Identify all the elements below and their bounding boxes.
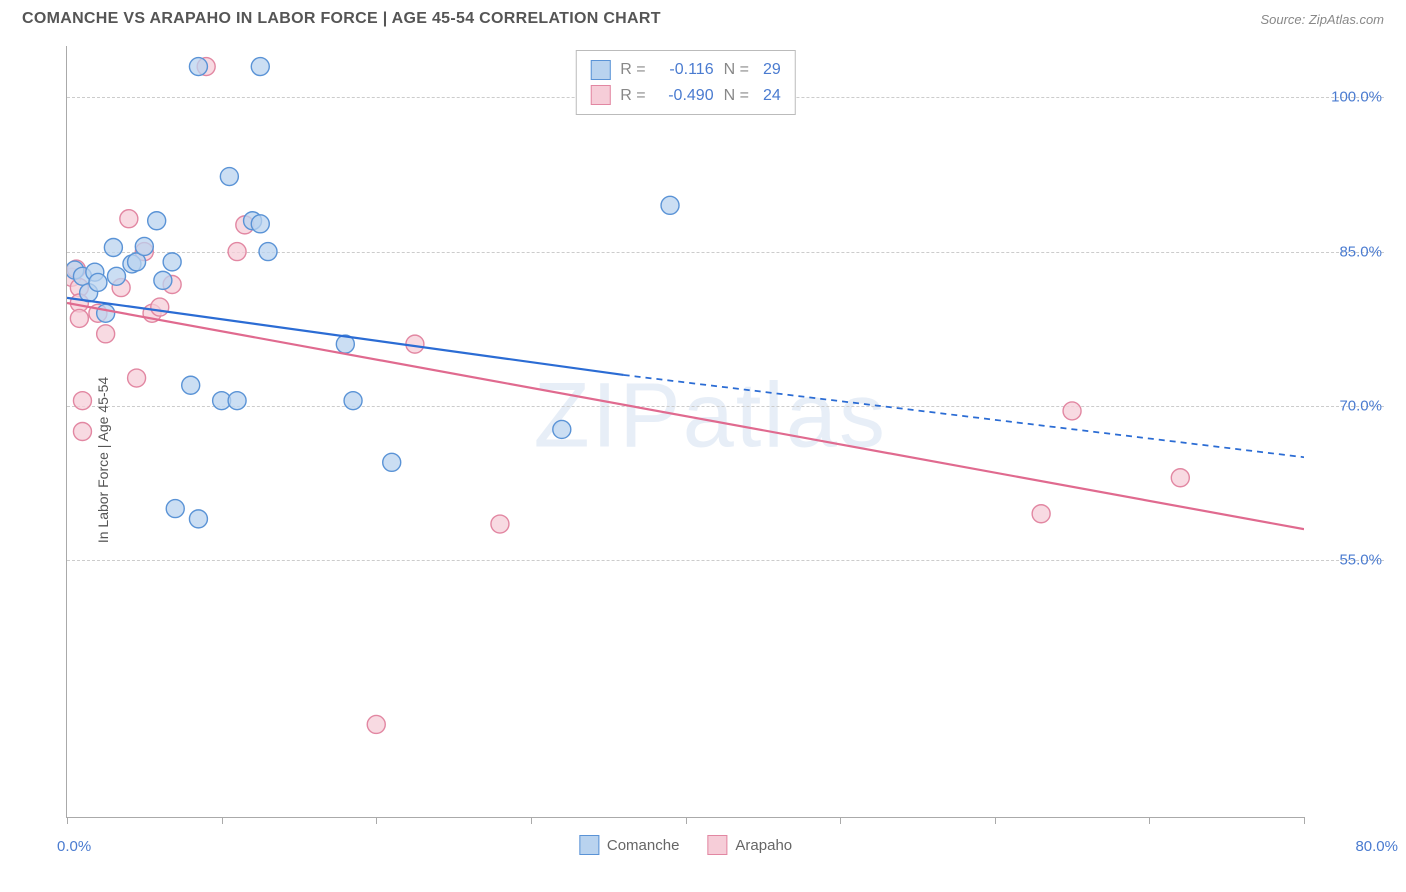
legend-label-comanche: Comanche (607, 837, 680, 854)
x-tick (531, 817, 532, 824)
n-value-comanche: 29 (763, 57, 781, 83)
swatch-comanche-icon (579, 835, 599, 855)
x-tick (1149, 817, 1150, 824)
n-value-arapaho: 24 (763, 83, 781, 109)
y-tick-label: 70.0% (1310, 397, 1382, 414)
legend-item-comanche: Comanche (579, 835, 680, 855)
n-label: N = (724, 83, 749, 109)
legend-item-arapaho: Arapaho (707, 835, 792, 855)
y-tick-label: 100.0% (1310, 89, 1382, 106)
legend-stats-box: R = -0.116 N = 29 R = -0.490 N = 24 (575, 50, 795, 115)
r-value-comanche: -0.116 (656, 57, 714, 83)
source-label: Source: ZipAtlas.com (1260, 12, 1384, 27)
x-max-label: 80.0% (1355, 838, 1398, 855)
x-tick (376, 817, 377, 824)
x-tick (840, 817, 841, 824)
chart-title: COMANCHE VS ARAPAHO IN LABOR FORCE | AGE… (22, 10, 661, 28)
y-tick-label: 55.0% (1310, 552, 1382, 569)
swatch-arapaho (590, 85, 610, 105)
r-value-arapaho: -0.490 (656, 83, 714, 109)
x-tick (67, 817, 68, 824)
x-tick (1304, 817, 1305, 824)
legend-row-2: R = -0.490 N = 24 (590, 83, 780, 109)
r-label: R = (620, 57, 645, 83)
legend-label-arapaho: Arapaho (735, 837, 792, 854)
x-tick (686, 817, 687, 824)
swatch-comanche (590, 60, 610, 80)
r-label: R = (620, 83, 645, 109)
legend-row-1: R = -0.116 N = 29 (590, 57, 780, 83)
n-label: N = (724, 57, 749, 83)
x-min-label: 0.0% (57, 838, 91, 855)
scatter-svg (67, 46, 1304, 817)
plot-area: ZIPatlas R = -0.116 N = 29 R = -0.490 N … (66, 46, 1304, 818)
x-tick (995, 817, 996, 824)
swatch-arapaho-icon (707, 835, 727, 855)
legend-bottom: Comanche Arapaho (579, 835, 792, 855)
y-tick-label: 85.0% (1310, 243, 1382, 260)
chart-container: In Labor Force | Age 45-54 ZIPatlas R = … (22, 46, 1384, 874)
x-tick (222, 817, 223, 824)
